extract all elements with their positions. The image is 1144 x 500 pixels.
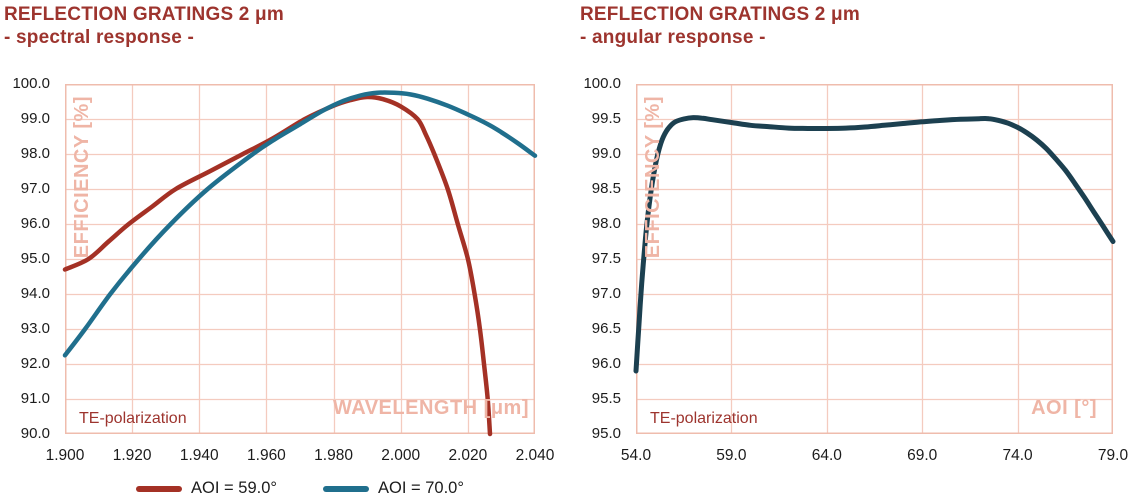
plot-area: EFFICIENCY [%] AOI [°] TE-polarization [633,84,1116,434]
x-tick-label: 1.980 [314,447,353,464]
x-tick-label: 54.0 [620,447,652,464]
legend: AOI = 59.0° AOI = 70.0° [65,479,535,498]
y-tick-label: 95.0 [591,425,621,442]
y-tick-label: 91.0 [20,390,50,407]
polarization-note: TE-polarization [650,410,758,427]
x-axis-label: AOI [°] [1031,397,1097,419]
y-tick-label: 92.0 [20,355,50,372]
chart-title-line1: REFLECTION GRATINGS 2 μm [4,4,284,25]
y-tick-label: 99.0 [591,145,621,162]
series-line-aoi-59-0 [62,94,493,437]
y-tick-label: 97.5 [591,250,621,267]
legend-swatch-aoi-70 [323,485,369,492]
plot-svg [62,84,538,437]
x-axis-label: WAVELENGTH [μm] [332,397,529,419]
x-tick-label: 64.0 [811,447,842,464]
plot-svg [633,84,1116,434]
y-axis-label: EFFICIENCY [%] [71,96,93,259]
plot-border [636,84,1113,434]
y-tick-label: 98.0 [20,145,50,162]
series-line-aoi-70-0 [62,90,538,358]
x-tick-label: 2.040 [515,447,555,464]
x-tick-label: 1.940 [179,447,219,464]
x-tick-label: 2.000 [381,447,421,464]
y-tick-label: 98.5 [591,180,621,197]
plot-border [65,84,535,434]
x-tick-label: 1.960 [247,447,286,464]
chart-title-line1: REFLECTION GRATINGS 2 μm [580,4,860,25]
y-tick-label: 96.5 [591,320,621,337]
x-tick-label: 69.0 [907,447,938,464]
chart-title-line2: - spectral response - [4,27,195,48]
legend-item-aoi-70: AOI = 70.0° [323,479,464,498]
y-tick-label: 96.0 [20,215,50,232]
series-line [633,115,1116,374]
y-tick-label: 100.0 [12,75,50,92]
y-tick-label: 95.5 [591,390,621,407]
y-tick-label: 99.5 [591,110,621,127]
x-tick-label: 79.0 [1097,447,1129,464]
x-tick-label: 74.0 [1002,447,1033,464]
y-tick-label: 97.0 [20,180,50,197]
polarization-note: TE-polarization [79,410,187,427]
y-tick-label: 90.0 [20,425,50,442]
y-tick-label: 100.0 [583,75,621,92]
x-tick-label: 2.020 [448,447,488,464]
chart-title: REFLECTION GRATINGS 2 μm - spectral resp… [4,3,284,49]
legend-label-aoi-70: AOI = 70.0° [378,479,464,497]
x-tick-label: 59.0 [716,447,747,464]
y-axis-label: EFFICIENCY [%] [642,96,664,259]
chart-spectral-response: REFLECTION GRATINGS 2 μm - spectral resp… [4,3,555,498]
chart-title: REFLECTION GRATINGS 2 μm - angular respo… [580,3,860,49]
x-tick-label: 1.920 [112,447,152,464]
y-tick-label: 93.0 [20,320,50,337]
y-tick-label: 98.0 [591,215,621,232]
chart-title-line2: - angular response - [580,27,766,48]
legend-item-aoi-59: AOI = 59.0° [136,479,277,498]
legend-label-aoi-59: AOI = 59.0° [191,479,277,497]
plot-area: EFFICIENCY [%] WAVELENGTH [μm] TE-polari… [62,84,538,437]
y-tick-label: 94.0 [20,285,50,302]
y-tick-label: 99.0 [20,110,50,127]
legend-swatch-aoi-59 [136,485,183,492]
x-tick-label: 1.900 [45,447,85,464]
y-tick-label: 96.0 [591,355,621,372]
y-tick-label: 95.0 [20,250,50,267]
chart-angular-response: REFLECTION GRATINGS 2 μm - angular respo… [576,0,1144,500]
y-tick-label: 97.0 [591,285,621,302]
